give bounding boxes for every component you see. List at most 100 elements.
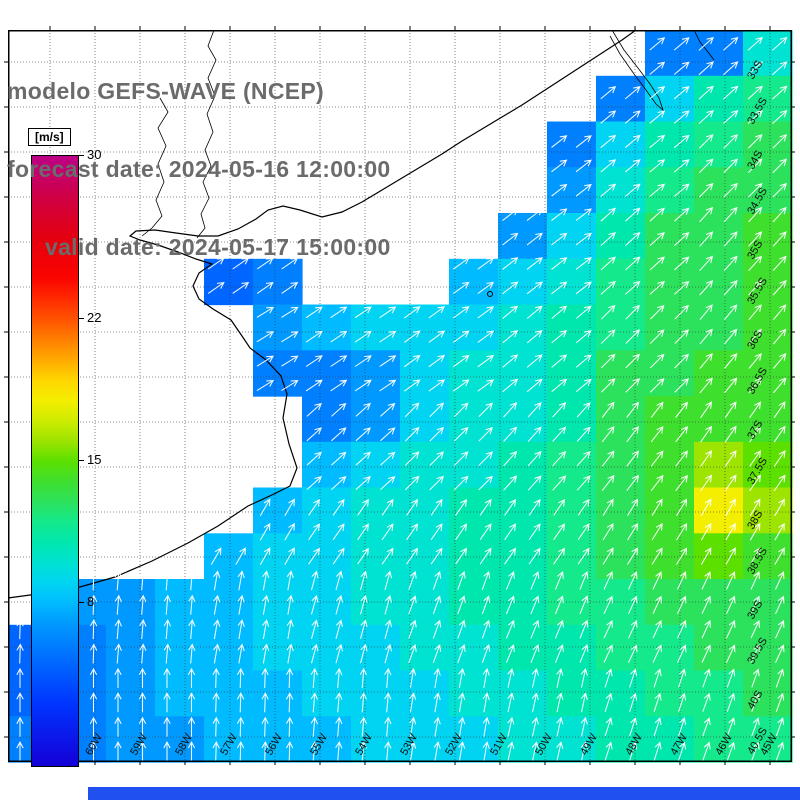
wind-arrow <box>89 716 98 737</box>
wind-arrow <box>674 353 689 369</box>
wind-arrow <box>256 355 275 367</box>
wind-arrow <box>676 498 688 516</box>
wind-arrow <box>773 474 786 492</box>
wind-arrow <box>452 354 470 368</box>
wind-arrow <box>261 740 269 762</box>
heatmap-cell <box>106 670 156 717</box>
wind-arrow <box>458 667 466 688</box>
wind-arrow <box>114 716 122 737</box>
wind-arrow <box>531 741 539 762</box>
wind-arrow <box>748 280 763 296</box>
island-outline <box>487 291 493 297</box>
heatmap-cell <box>596 670 646 717</box>
heatmap-cell <box>253 716 303 763</box>
wind-arrow <box>551 257 568 270</box>
wind-arrow <box>526 208 543 222</box>
river-line <box>693 29 715 61</box>
wind-arrow <box>306 476 322 490</box>
heatmap-cell <box>743 716 793 763</box>
wind-arrow <box>751 668 760 688</box>
wind-arrow <box>674 378 689 393</box>
wind-arrow <box>627 522 639 541</box>
wind-arrow <box>477 379 495 392</box>
river-line <box>196 29 217 239</box>
wind-arrow <box>306 402 322 417</box>
wind-arrow <box>408 570 417 590</box>
wind-arrow <box>16 643 24 664</box>
wind-arrow <box>404 426 420 442</box>
wind-arrow <box>16 692 24 713</box>
wind-arrow <box>481 644 491 664</box>
wind-arrow <box>284 547 295 565</box>
heatmap-cell <box>449 670 499 717</box>
wind-arrow <box>89 618 98 640</box>
wind-arrow <box>187 740 196 762</box>
wind-arrow <box>700 498 712 517</box>
wind-arrow <box>775 571 785 590</box>
wind-arrow <box>478 475 493 491</box>
wind-arrow <box>503 402 518 418</box>
wind-arrow <box>649 256 665 271</box>
wind-arrow <box>649 353 665 369</box>
heatmap-cell <box>645 167 695 214</box>
wind-arrow <box>285 740 294 762</box>
wind-arrow <box>600 207 616 222</box>
heatmap-cell <box>547 213 597 260</box>
colorbar-tick-mark <box>78 155 84 156</box>
heatmap-cell <box>253 579 303 626</box>
wind-arrow <box>237 570 245 591</box>
wind-arrow <box>527 475 542 491</box>
wind-arrow <box>409 716 417 737</box>
heatmap-cell <box>596 304 646 351</box>
wind-arrow <box>281 257 299 270</box>
wind-arrow <box>455 547 468 565</box>
wind-arrow <box>306 427 322 442</box>
wind-arrow <box>433 667 441 688</box>
wind-arrow <box>163 716 171 737</box>
wind-arrow <box>725 522 736 541</box>
wind-arrow <box>433 692 441 713</box>
heatmap-cell <box>302 533 352 580</box>
wind-arrow <box>502 208 519 222</box>
wind-arrow <box>625 378 640 393</box>
wind-arrow <box>775 741 785 761</box>
heatmap-cell <box>694 304 744 351</box>
wind-arrow <box>505 595 515 615</box>
wind-arrow <box>187 667 196 688</box>
wind-arrow <box>701 595 711 615</box>
heatmap-cell <box>498 716 548 763</box>
wind-arrow <box>626 474 639 492</box>
graticule <box>8 30 792 762</box>
wind-arrows <box>16 36 788 762</box>
wind-arrow <box>726 571 736 590</box>
wind-arrow <box>604 668 613 688</box>
wind-arrow <box>310 667 318 688</box>
wind-arrow <box>678 717 687 737</box>
wind-arrow <box>213 643 221 664</box>
heatmap-cell <box>351 487 401 534</box>
wind-arrow <box>408 644 417 664</box>
wind-arrow <box>674 207 690 222</box>
colorbar-tick-label: 30 <box>87 147 102 162</box>
wind-arrow <box>651 498 663 516</box>
heatmap-cell <box>449 258 499 306</box>
wind-arrow <box>210 547 222 565</box>
wind-arrow <box>212 716 220 737</box>
wind-arrow <box>602 547 614 565</box>
wind-arrow <box>256 331 275 343</box>
wind-arrow <box>723 280 738 296</box>
heatmap-cell <box>302 670 352 717</box>
wind-arrow <box>404 475 420 491</box>
heatmap-cell <box>449 716 499 763</box>
colorbar-tick-mark <box>78 318 84 319</box>
wind-arrow <box>259 498 271 517</box>
wind-arrow <box>673 110 690 124</box>
heatmap-cell <box>743 533 793 580</box>
wind-arrow <box>624 110 641 124</box>
wind-arrow <box>629 692 638 712</box>
wind-arrow <box>526 305 543 319</box>
wind-arrow <box>236 667 245 688</box>
wind-arrow <box>601 401 615 418</box>
wind-arrow <box>381 523 394 541</box>
wind-arrow <box>379 355 397 367</box>
